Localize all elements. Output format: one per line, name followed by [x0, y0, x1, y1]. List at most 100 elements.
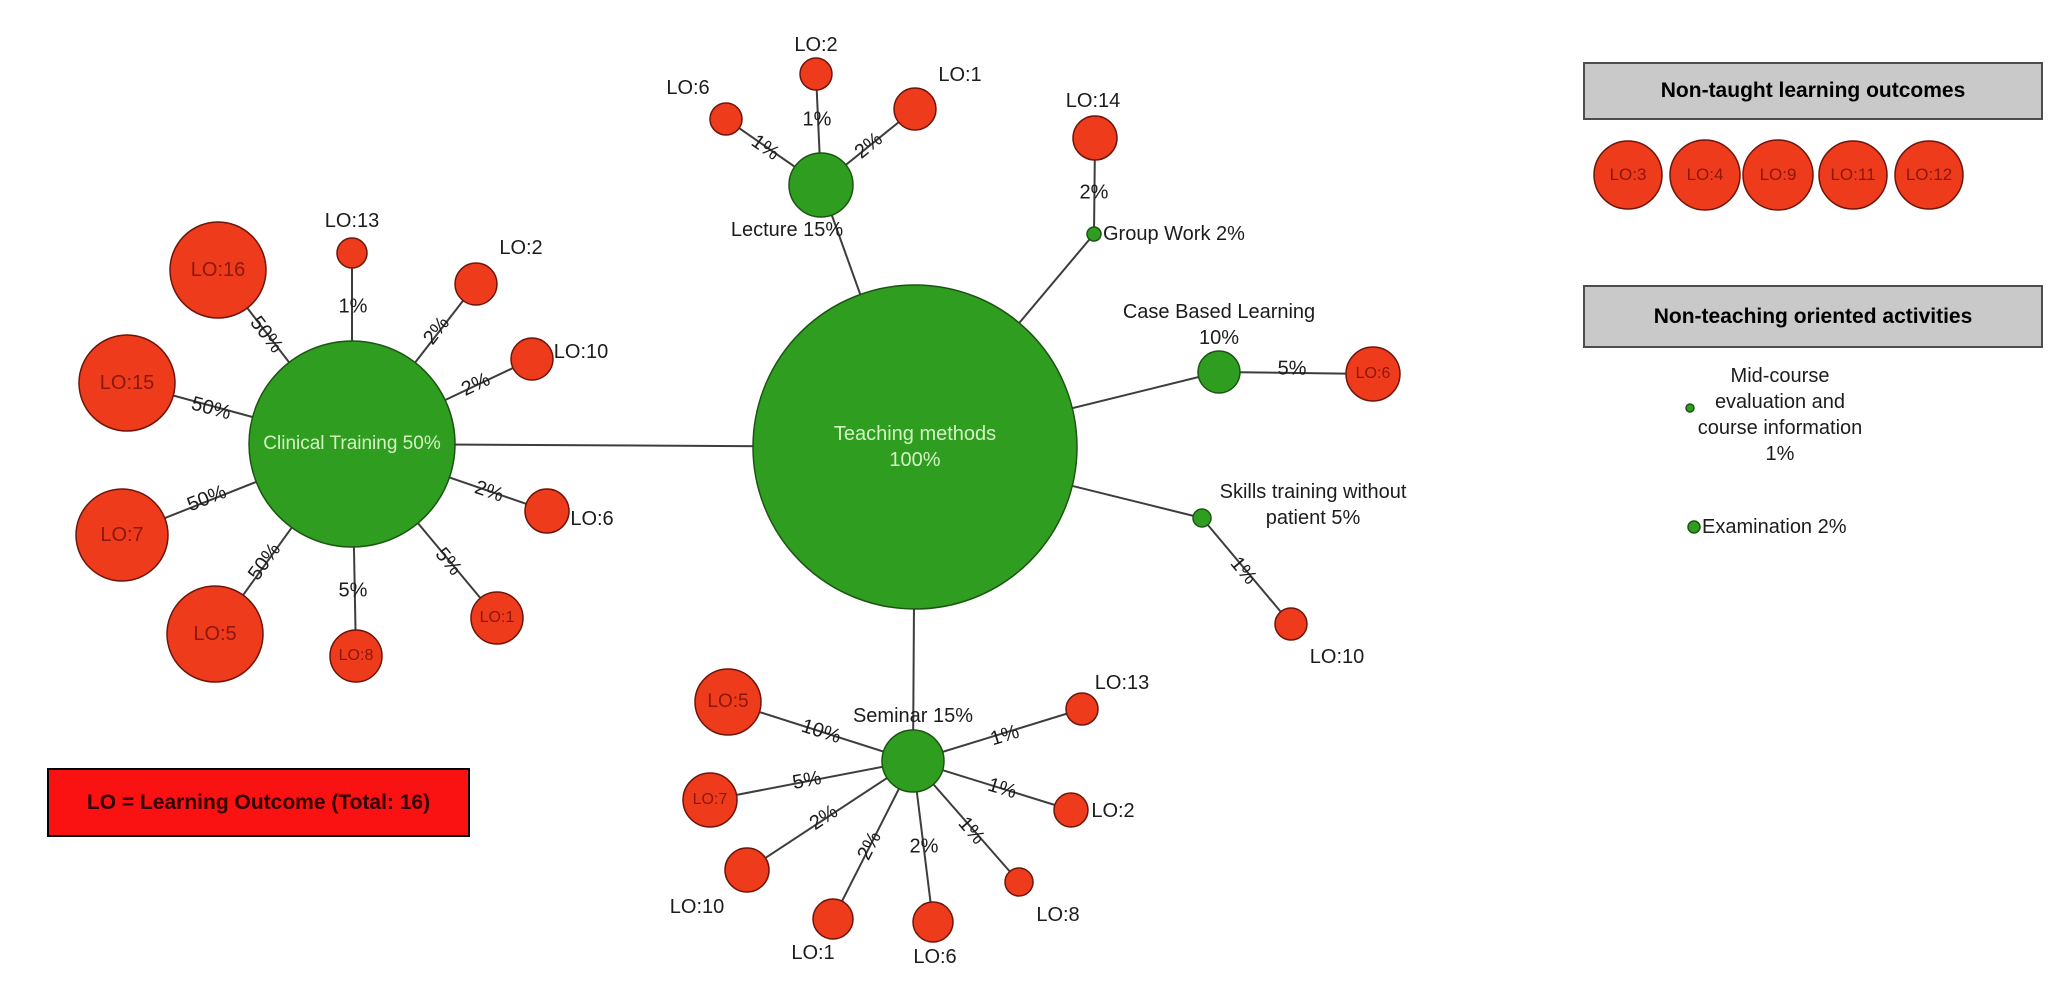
outcome-node-cl-2 [454, 262, 498, 306]
label-line: 10% [1198, 327, 1240, 349]
legend-outcome-node-0 [1593, 140, 1663, 210]
edge-skills-sk-10 [1201, 517, 1292, 625]
label-line: patient 5% [1265, 507, 1361, 529]
outcome-node-lc-1 [893, 87, 937, 131]
outcome-label-sk-10: LO:10 [1309, 646, 1365, 668]
outcome-node-cl-16 [169, 221, 267, 319]
outcome-label-gw-14: LO:14 [1065, 90, 1121, 112]
label-line: evaluation and [1714, 391, 1846, 413]
outcome-node-sm-8 [1004, 867, 1034, 897]
legend-outcome-label-3: LO:11 [1830, 165, 1876, 184]
non-taught-header-label: Non-taught learning outcomes [1660, 79, 1966, 102]
label-line: 100% [889, 449, 941, 471]
outcome-node-sm-13 [1065, 692, 1099, 726]
legend-outcome-label-4: LO:12 [1905, 165, 1953, 184]
outcome-node-sm-2 [1053, 792, 1089, 828]
activity-label-cbl: Case Based Learning 10% [1123, 299, 1315, 351]
activity-node-lecture [788, 152, 854, 218]
legend-outcome-node-2 [1742, 139, 1814, 211]
outcome-label-cl-5: LO:5 [193, 623, 237, 645]
outcome-node-cb-6 [1345, 346, 1401, 402]
edge-seminar-sm-10 [746, 760, 914, 871]
outcome-label-sm-8: LO:8 [1036, 904, 1080, 926]
outcome-node-cl-8 [329, 629, 383, 683]
non-taught-header: Non-taught learning outcomes [1583, 62, 2043, 120]
outcome-label-sm-10: LO:10 [669, 896, 725, 918]
outcome-node-sm-6 [912, 901, 954, 943]
outcome-label-cl-13: LO:13 [324, 210, 380, 232]
non-teaching-header: Non-teaching oriented activities [1583, 285, 2043, 348]
outcome-label-sm-5: LO:5 [707, 691, 749, 712]
edge-percent-cl-8: 5% [338, 579, 368, 602]
outcome-node-lc-6 [709, 102, 743, 136]
edge-percent-cb-6: 5% [1277, 357, 1307, 380]
outcome-node-cl-1 [470, 591, 524, 645]
outcome-node-cl-6 [524, 488, 570, 534]
outcome-node-cl-13 [336, 237, 368, 269]
legend-outcome-node-4 [1894, 140, 1964, 210]
activity-label-seminar: Seminar 15% [852, 705, 974, 727]
label-line: course information [1697, 417, 1863, 439]
legend-outcome-node-1 [1669, 139, 1741, 211]
outcome-label-cl-10: LO:10 [553, 341, 609, 363]
outcome-label-sm-1: LO:1 [791, 942, 835, 964]
outcome-node-gw-14 [1072, 115, 1118, 161]
legend-outcome-label-1: LO:4 [1686, 165, 1724, 184]
activity-label-skills: Skills training without patient 5% [1220, 479, 1407, 531]
outcome-label-cl-16: LO:16 [190, 259, 246, 281]
lo-definition-note-label: LO = Learning Outcome (Total: 16) [86, 790, 431, 814]
outcome-label-lc-6: LO:6 [666, 77, 710, 99]
label-line: Mid-course [1730, 365, 1830, 387]
outcome-label-cl-7: LO:7 [100, 524, 144, 546]
outcome-label-lc-1: LO:1 [938, 64, 982, 86]
outcome-node-sk-10 [1274, 607, 1308, 641]
legend-outcome-node-3 [1818, 140, 1888, 210]
legend-outcome-label-0: LO:3 [1609, 165, 1647, 184]
edge-percent-sm-6: 2% [909, 835, 939, 858]
legend-activity-label-0: Mid-course evaluation and course informati… [1698, 363, 1863, 467]
edge-seminar-sm-7 [709, 760, 914, 801]
activity-node-clinical [248, 340, 456, 548]
outcome-node-sm-10 [724, 847, 770, 893]
outcome-node-sm-7 [682, 772, 738, 828]
outcome-node-sm-5 [694, 668, 762, 736]
outcome-label-sm-2: LO:2 [1091, 800, 1135, 822]
outcome-label-cl-15: LO:15 [99, 372, 155, 394]
outcome-label-cl-6: LO:6 [570, 508, 614, 530]
outcome-node-cl-15 [78, 334, 176, 432]
activity-node-skills [1192, 508, 1212, 528]
outcome-node-lc-2 [799, 57, 833, 91]
activity-label-clinical: Clinical Training 50% [263, 433, 441, 454]
outcome-label-sm-13: LO:13 [1094, 672, 1150, 694]
edge-percent-lc-2: 1% [802, 108, 832, 131]
activity-label-teaching: Teaching methods 100% [834, 421, 996, 473]
activity-node-teaching [752, 284, 1078, 610]
lo-definition-note: LO = Learning Outcome (Total: 16) [47, 768, 470, 837]
edge-percent-gw-14: 2% [1079, 181, 1109, 204]
outcome-node-cl-5 [166, 585, 264, 683]
activity-label-lecture: Lecture 15% [730, 219, 844, 241]
outcome-node-sm-1 [812, 898, 854, 940]
non-teaching-header-label: Non-teaching oriented activities [1653, 304, 1973, 328]
label-line: 1% [1765, 443, 1795, 465]
legend-outcome-label-2: LO:9 [1759, 165, 1797, 184]
edge-percent-cl-13: 1% [338, 295, 368, 318]
activity-label-groupwork: Group Work 2% [1103, 223, 1245, 245]
outcome-node-cl-7 [75, 488, 169, 582]
activity-node-cbl [1197, 350, 1241, 394]
outcome-label-sm-6: LO:6 [913, 946, 957, 968]
outcome-label-cl-8: LO:8 [338, 647, 374, 664]
activity-node-groupwork [1086, 226, 1102, 242]
outcome-node-cl-10 [510, 337, 554, 381]
outcome-label-cl-2: LO:2 [499, 237, 543, 259]
legend-activity-dot-0 [1685, 403, 1695, 413]
label-line: Skills training without [1219, 481, 1407, 503]
activity-node-seminar [881, 729, 945, 793]
outcome-label-sm-7: LO:7 [692, 791, 728, 808]
outcome-label-cb-6: LO:6 [1355, 365, 1391, 382]
legend-activity-dot-1 [1687, 520, 1701, 534]
outcome-label-cl-1: LO:1 [479, 609, 515, 626]
label-line: Teaching methods [833, 423, 997, 445]
label-line: Case Based Learning [1122, 301, 1316, 323]
